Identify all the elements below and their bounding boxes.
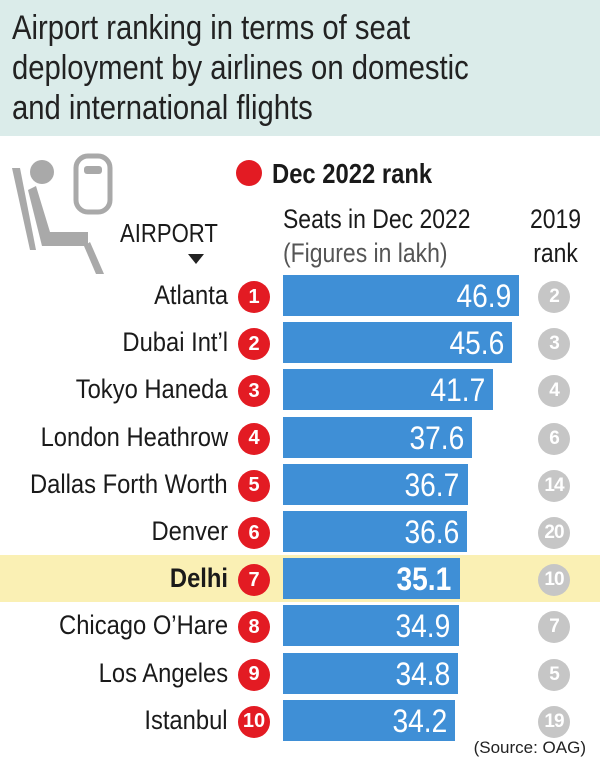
dec2022-rank-badge: 3: [238, 375, 270, 408]
table-row: Delhi 7 35.1 10: [0, 555, 600, 603]
seats-value-label: 45.6: [449, 325, 505, 362]
dec2022-rank-badge: 9: [238, 658, 270, 691]
dec2022-rank-badge: 8: [238, 611, 270, 644]
rank-2019-badge: 20: [538, 517, 570, 549]
dec2022-rank-badge: 5: [238, 469, 270, 502]
rank-2019-header-line-2: rank: [533, 238, 578, 268]
airplane-seat-icon: [12, 153, 113, 274]
dec2022-rank-badge: 10: [238, 705, 270, 738]
legend-label: Dec 2022 rank: [272, 158, 433, 189]
chart-title: Airport ranking in terms of seat deploym…: [12, 8, 511, 128]
rank-2019-badge: 5: [538, 658, 570, 691]
seats-bar: [283, 463, 468, 505]
airport-name: Los Angeles: [98, 657, 228, 688]
rank-2019-header-line-1: 2019: [530, 204, 582, 234]
rank-2019-badge: 2: [538, 281, 570, 313]
dec2022-rank-badge: 1: [238, 281, 270, 313]
seats-header-line-2: (Figures in lakh): [283, 238, 448, 268]
seats-header-line-1: Seats in Dec 2022: [283, 204, 471, 234]
table-row: Los Angeles 9 34.8 5: [0, 650, 600, 697]
airport-name: Dubai Int’l: [122, 327, 228, 358]
airport-name: Chicago O’Hare: [58, 610, 228, 641]
title-line-2: deployment by airlines on domestic: [12, 49, 469, 87]
seats-bar: [283, 605, 459, 647]
rank-2019-badge: 10: [538, 564, 570, 597]
seats-value-label: 36.6: [404, 514, 460, 550]
seats-bar: [283, 511, 468, 552]
rank-2019-badge: 14: [538, 469, 570, 502]
title-line-1: Airport ranking in terms of seat: [12, 9, 411, 47]
title-band: [0, 0, 600, 136]
rank-2019-badge: 3: [538, 328, 570, 361]
table-row: Istanbul 10 34.2 19: [0, 697, 600, 744]
rank-2019-badge: 4: [538, 375, 570, 408]
airport-name: Atlanta: [154, 280, 228, 310]
table-row: London Heathrow 4 37.6 6: [0, 414, 600, 461]
seats-value-label: 41.7: [430, 372, 485, 409]
table-row: Dubai Int’l 2 45.6 3: [0, 319, 600, 366]
airport-name: Denver: [151, 516, 228, 546]
seats-value-label: 34.9: [395, 608, 451, 645]
table-row: Denver 6 36.6 20: [0, 508, 600, 555]
seats-value-label: 37.6: [409, 419, 465, 456]
airport-name: London Heathrow: [40, 421, 228, 452]
airport-column-header: AIRPORT: [120, 218, 218, 248]
seats-bar: [283, 369, 493, 411]
seats-bar: [283, 558, 460, 600]
legend-red-dot: [236, 160, 262, 186]
table-row: Chicago O’Hare 8 34.9 7: [0, 602, 600, 649]
down-arrow-icon: [188, 254, 204, 264]
seats-column-header: Seats in Dec 2022 (Figures in lakh): [283, 202, 471, 270]
seats-value-label: 46.9: [456, 278, 511, 314]
source-note: (Source: OAG): [473, 738, 586, 757]
rank-2019-badge: 19: [538, 705, 570, 738]
airport-name: Dallas Forth Worth: [30, 468, 228, 499]
seats-bar: [283, 416, 473, 458]
seats-bar: [283, 652, 459, 694]
dec2022-rank-badge: 7: [238, 564, 270, 597]
rank-2019-badge: 7: [538, 611, 570, 644]
table-row: Dallas Forth Worth 5 36.7 14: [0, 461, 600, 508]
table-row: Atlanta 1 46.9 2: [0, 272, 600, 319]
rank-2019-column-header: 2019 rank: [530, 202, 581, 270]
seats-value-label: 34.2: [392, 702, 448, 739]
seats-bar: [283, 322, 513, 364]
airport-name: Tokyo Haneda: [76, 374, 228, 405]
seats-value-label: 35.1: [396, 561, 452, 598]
seats-bar: [283, 699, 456, 741]
table-row: Tokyo Haneda 3 41.7 4: [0, 366, 600, 413]
seats-value-label: 36.7: [404, 466, 460, 503]
dec2022-rank-badge: 2: [238, 328, 270, 361]
rank-2019-badge: 6: [538, 422, 570, 455]
dec2022-rank-badge: 6: [238, 517, 270, 549]
seats-bar: [283, 275, 519, 316]
title-line-3: and international flights: [12, 89, 313, 127]
dec2022-rank-badge: 4: [238, 422, 270, 455]
airport-name: Delhi: [169, 563, 228, 594]
airport-name: Istanbul: [144, 704, 228, 735]
seats-value-label: 34.8: [395, 655, 451, 692]
